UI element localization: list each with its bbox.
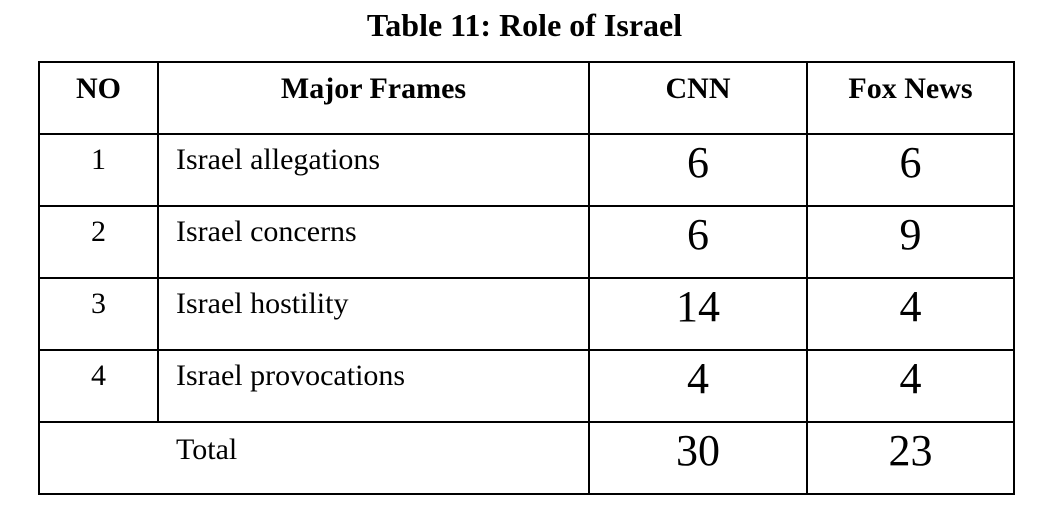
cell-fox: 9 (806, 205, 1015, 280)
cell-cnn: 14 (588, 277, 808, 352)
cell-cnn: 6 (588, 205, 808, 280)
total-cnn-cell: 30 (588, 421, 808, 496)
table-row: 3 Israel hostility 14 4 (38, 277, 1015, 352)
header-cell-fox-news: Fox News (806, 61, 1015, 136)
cell-frame: Israel allegations (157, 133, 590, 208)
table-row: 2 Israel concerns 6 9 (38, 205, 1015, 280)
table-caption: Table 11: Role of Israel (366, 7, 683, 43)
cell-fox: 4 (806, 349, 1015, 424)
header-cell-cnn: CNN (588, 61, 808, 136)
cell-frame: Israel hostility (157, 277, 590, 352)
frames-table: NO Major Frames CNN Fox News 1 Israel al… (38, 61, 1015, 496)
cell-cnn: 6 (588, 133, 808, 208)
cell-no: 2 (38, 205, 159, 280)
cell-no: 1 (38, 133, 159, 208)
cell-frame: Israel provocations (157, 349, 590, 424)
table-row: 4 Israel provocations 4 4 (38, 349, 1015, 424)
cell-no: 4 (38, 349, 159, 424)
total-row: Total 30 23 (38, 421, 1015, 496)
cell-cnn: 4 (588, 349, 808, 424)
cell-fox: 4 (806, 277, 1015, 352)
cell-fox: 6 (806, 133, 1015, 208)
total-fox-cell: 23 (806, 421, 1015, 496)
header-row: NO Major Frames CNN Fox News (38, 61, 1015, 136)
total-label-cell: Total (38, 421, 590, 496)
header-cell-no: NO (38, 61, 159, 136)
table-row: 1 Israel allegations 6 6 (38, 133, 1015, 208)
header-cell-major-frames: Major Frames (157, 61, 590, 136)
cell-frame: Israel concerns (157, 205, 590, 280)
cell-no: 3 (38, 277, 159, 352)
